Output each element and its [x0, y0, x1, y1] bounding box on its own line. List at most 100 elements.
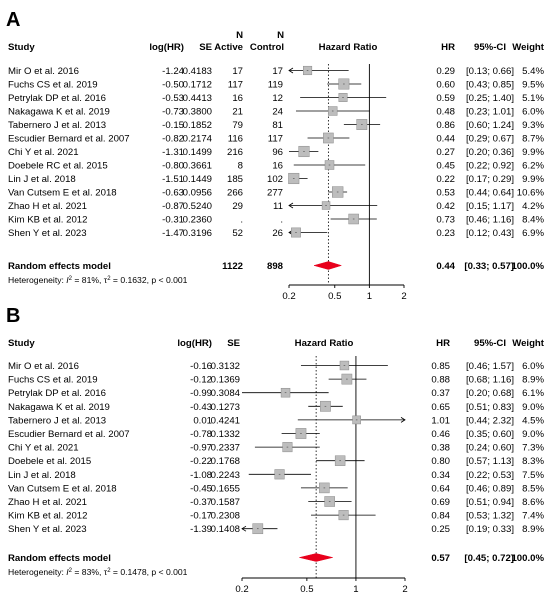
- study-hr: 0.80: [431, 456, 450, 467]
- study-name: Lin J et al. 2018: [8, 470, 76, 481]
- study-ci: [0.44; 0.64]: [466, 188, 514, 199]
- header-loghr: log(HR): [177, 338, 212, 349]
- pooled-ci: [0.45; 0.72]: [464, 553, 514, 564]
- study-loghr: -0.78: [190, 429, 212, 440]
- header-hazard-ratio: Hazard Ratio: [295, 338, 354, 349]
- study-se: 0.0956: [183, 188, 212, 199]
- study-weight: 4.2%: [522, 201, 544, 212]
- header-ci: 95%-CI: [474, 338, 506, 349]
- study-name: Kim KB et al. 2012: [8, 215, 87, 226]
- pooled-label: Random effects model: [8, 553, 111, 564]
- study-weight: 6.1%: [522, 388, 544, 399]
- study-se: 0.4241: [211, 415, 240, 426]
- study-se: 0.5240: [183, 201, 212, 212]
- study-loghr: -0.15: [162, 120, 184, 131]
- study-hr: 0.42: [436, 201, 455, 212]
- study-weight: 5.1%: [522, 93, 544, 104]
- study-loghr: 0.01: [193, 415, 212, 426]
- study-n-control: .: [280, 215, 283, 226]
- study-hr: 0.88: [431, 375, 450, 386]
- study-loghr: -1.24: [162, 66, 185, 77]
- arrow-left-icon: [288, 67, 294, 74]
- study-ci: [0.17; 0.29]: [466, 174, 514, 185]
- study-se: 0.4413: [183, 93, 212, 104]
- study-weight: 9.9%: [522, 174, 544, 185]
- study-n-active: 116: [228, 134, 243, 145]
- study-n-active: 266: [227, 188, 243, 199]
- study-se: 0.3084: [211, 388, 241, 399]
- pooled-label: Random effects model: [8, 261, 111, 272]
- study-weight: 5.4%: [522, 66, 544, 77]
- study-hr: 0.73: [436, 215, 455, 226]
- study-name: Chi Y et al. 2021: [8, 147, 79, 158]
- header-weight: Weight: [512, 42, 545, 53]
- pooled-diamond: [299, 553, 333, 562]
- study-ci: [0.20; 0.68]: [466, 388, 514, 399]
- x-tick-label: 2: [401, 291, 406, 302]
- study-ci: [0.12; 0.43]: [466, 228, 514, 239]
- study-hr: 0.59: [436, 93, 455, 104]
- heterogeneity-rest: = 0.1632, p < 0.001: [111, 275, 188, 285]
- study-name: Shen Y et al. 2023: [8, 228, 87, 239]
- study-hr: 0.46: [431, 429, 450, 440]
- x-tick-label: 0.5: [328, 291, 341, 302]
- study-ci: [0.19; 0.33]: [466, 524, 514, 535]
- study-n-control: 12: [272, 93, 283, 104]
- study-n-active: 52: [232, 228, 243, 239]
- study-loghr: -1.47: [162, 228, 184, 239]
- study-loghr: -0.37: [190, 497, 212, 508]
- study-loghr: -0.73: [162, 107, 184, 118]
- study-loghr: -0.17: [190, 511, 212, 522]
- study-n-control: 26: [272, 228, 283, 239]
- study-weight: 6.9%: [522, 228, 544, 239]
- study-ci: [0.51; 0.83]: [466, 402, 514, 413]
- study-name: Shen Y et al. 2023: [8, 524, 87, 535]
- study-se: 0.1332: [211, 429, 240, 440]
- arrow-left-icon: [288, 202, 294, 209]
- study-ci: [0.44; 2.32]: [466, 415, 514, 426]
- pooled-n-control: 898: [267, 261, 284, 272]
- header-hr: HR: [436, 338, 450, 349]
- study-n-active: 79: [232, 120, 243, 131]
- study-se: 0.2337: [211, 443, 240, 454]
- header-n-control-top: N: [277, 30, 284, 41]
- study-loghr: -0.99: [190, 388, 212, 399]
- study-hr: 0.44: [436, 134, 455, 145]
- study-hr: 0.37: [431, 388, 450, 399]
- study-name: Zhao H et al. 2021: [8, 201, 87, 212]
- study-weight: 6.0%: [522, 361, 544, 372]
- study-n-control: 96: [272, 147, 283, 158]
- pooled-ci: [0.33; 0.57]: [464, 261, 514, 272]
- study-hr: 0.23: [436, 228, 455, 239]
- x-tick-label: 1: [367, 291, 372, 302]
- study-weight: 9.3%: [522, 120, 544, 131]
- heterogeneity-prefix: Heterogeneity:: [8, 275, 66, 285]
- study-name: Lin J et al. 2018: [8, 174, 76, 185]
- study-ci: [0.24; 0.60]: [466, 443, 514, 454]
- study-weight: 8.9%: [522, 524, 544, 535]
- header-n-active: Active: [214, 42, 243, 53]
- study-loghr: -1.51: [162, 174, 184, 185]
- study-n-active: 17: [232, 66, 243, 77]
- study-n-active: .: [240, 215, 243, 226]
- study-n-control: 81: [272, 120, 283, 131]
- panel-label: B: [6, 305, 20, 327]
- study-se: 0.1852: [183, 120, 212, 131]
- study-hr: 0.34: [431, 470, 450, 481]
- study-weight: 7.5%: [522, 470, 544, 481]
- study-weight: 8.7%: [522, 134, 544, 145]
- study-name: Petrylak DP et al. 2016: [8, 388, 106, 399]
- study-hr: 0.45: [436, 161, 455, 172]
- study-name: Escudier Bernard et al. 2007: [8, 429, 130, 440]
- study-hr: 0.65: [431, 402, 450, 413]
- study-hr: 0.60: [436, 80, 455, 91]
- study-loghr: -0.97: [190, 443, 212, 454]
- panel-label: A: [6, 9, 20, 31]
- study-weight: 8.6%: [522, 497, 544, 508]
- header-ci: 95%-CI: [474, 42, 506, 53]
- study-n-active: 29: [232, 201, 243, 212]
- study-hr: 0.69: [431, 497, 450, 508]
- study-weight: 8.4%: [522, 215, 544, 226]
- study-se: 0.2308: [211, 511, 240, 522]
